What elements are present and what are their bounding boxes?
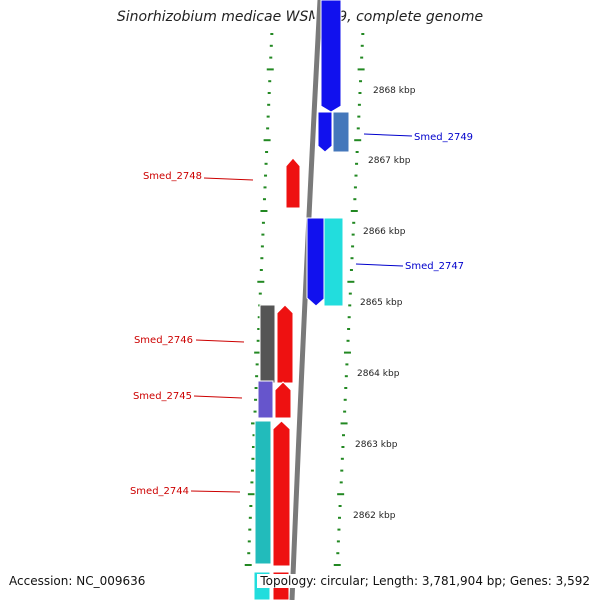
gene-leader-Smed_2746 [195,339,245,343]
gene-label-Smed_2747[interactable]: Smed_2747 [405,261,464,272]
gene-leader-Smed_2749 [363,133,413,137]
feature-blue-2747[interactable] [306,217,326,307]
gene-label-Smed_2746[interactable]: Smed_2746 [134,335,193,346]
gene-label-Smed_2749[interactable]: Smed_2749 [414,132,473,143]
genome-title: Sinorhizobium medicae WSM419, complete g… [116,9,484,25]
gene-label-Smed_2745[interactable]: Smed_2745 [133,391,192,402]
feature-gray-2746[interactable] [259,304,276,384]
gene-leader-Smed_2748 [203,177,254,181]
gene-label-Smed_2744[interactable]: Smed_2744 [130,486,189,497]
feature-blue-2749[interactable] [317,111,333,153]
scale-label-2866: 2866 kbp [363,227,406,237]
feature-red-2748[interactable] [285,157,301,209]
feature-red-2746[interactable] [276,304,294,384]
scale-label-2864: 2864 kbp [357,369,400,379]
gene-leader-Smed_2744 [190,490,241,493]
feature-red-2744[interactable] [272,420,291,567]
scale-label-2862: 2862 kbp [353,511,396,521]
gene-leader-Smed_2745 [193,395,243,399]
scale-label-2867: 2867 kbp [368,156,411,166]
accession-text: Accession: NC_009636 [9,574,146,588]
feature-steelblue-2749[interactable] [332,111,350,153]
scale-label-2865: 2865 kbp [360,298,403,308]
feature-cyan-2747[interactable] [323,217,344,307]
gene-label-Smed_2748[interactable]: Smed_2748 [143,171,202,182]
scale-label-2868: 2868 kbp [373,86,416,96]
genome-backbone [289,0,323,600]
genome-summary-text: Topology: circular; Length: 3,781,904 bp… [257,574,590,588]
scale-label-2863: 2863 kbp [355,440,398,450]
feature-slate-2745[interactable] [257,380,274,419]
feature-teal-2744[interactable] [254,420,272,565]
feature-blue-top[interactable] [320,0,342,113]
feature-red-2745[interactable] [274,381,292,419]
gene-leader-Smed_2747 [355,263,404,267]
